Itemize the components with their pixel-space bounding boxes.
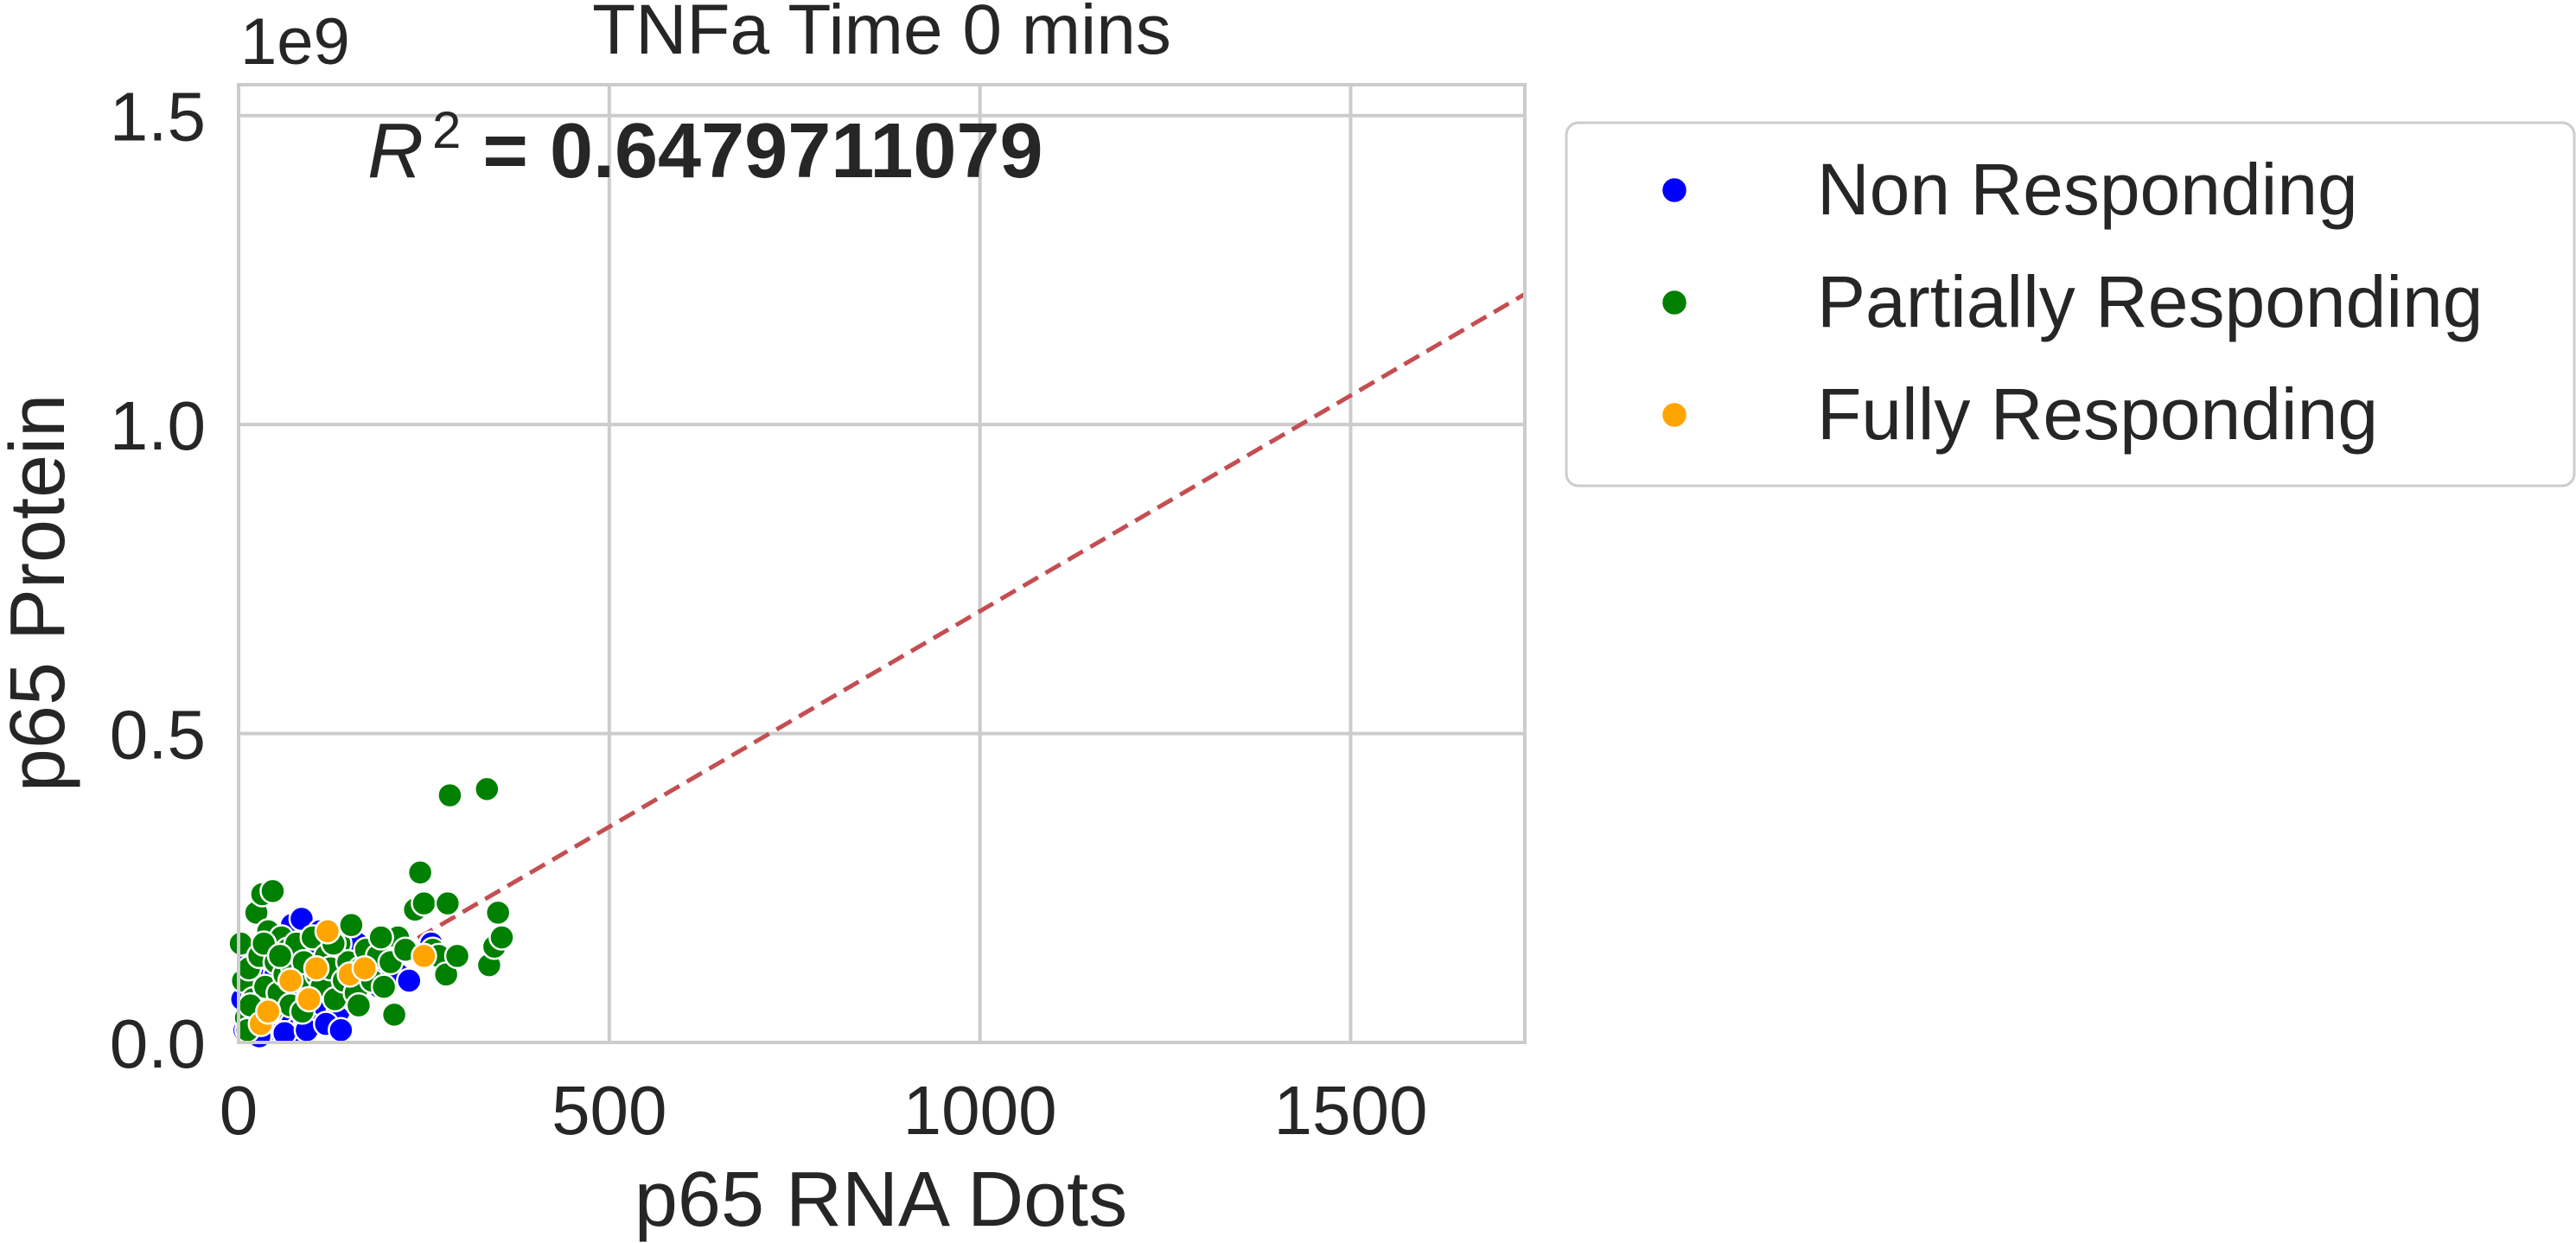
legend-marker-partially-responding — [1660, 288, 1689, 317]
point-fully-responding — [303, 954, 330, 982]
y-axis-label: p65 Protein — [0, 394, 81, 792]
r-squared-superscript: 2 — [432, 101, 461, 159]
fit-line — [237, 292, 1527, 1045]
point-partially-responding — [434, 889, 462, 917]
point-partially-responding — [437, 781, 463, 809]
point-partially-responding — [474, 775, 501, 803]
legend-label-fully-responding: Fully Responding — [1817, 373, 2378, 455]
point-partially-responding — [345, 991, 373, 1019]
point-fully-responding — [314, 918, 341, 945]
r-squared-value: = 0.6479711079 — [461, 108, 1043, 194]
point-fully-responding — [277, 967, 304, 994]
x-tick-label: 1500 — [1273, 1072, 1427, 1149]
y-offset-label: 1e9 — [240, 5, 350, 79]
point-partially-responding — [488, 924, 515, 951]
point-fully-responding — [255, 998, 282, 1025]
y-tick-label: 0.5 — [110, 697, 206, 774]
plot-frame — [237, 83, 1527, 1044]
point-partially-responding — [367, 924, 394, 951]
point-non-responding — [396, 967, 423, 994]
point-fully-responding — [351, 954, 379, 982]
point-partially-responding — [411, 889, 437, 917]
point-partially-responding — [266, 942, 294, 970]
point-fully-responding — [296, 985, 322, 1013]
legend-marker-non-responding — [1660, 175, 1689, 205]
legend-marker-fully-responding — [1660, 400, 1689, 430]
x-tick-label: 1000 — [903, 1072, 1057, 1149]
point-partially-responding — [338, 911, 365, 939]
legend-label-partially-responding: Partially Responding — [1817, 261, 2483, 342]
x-tick-label: 0 — [220, 1072, 258, 1149]
x-axis-label: p65 RNA Dots — [634, 1157, 1127, 1243]
data-points — [227, 775, 515, 1050]
point-partially-responding — [370, 973, 398, 1000]
point-partially-responding — [406, 859, 434, 886]
fit-line-layer — [237, 292, 1527, 1045]
tick-labels: 0 500 1000 1500 0.0 0.5 1.0 1.5 — [110, 79, 1428, 1149]
r-squared-prefix: R — [367, 108, 424, 194]
legend-label-non-responding: Non Responding — [1817, 149, 2358, 230]
y-tick-label: 1.0 — [110, 387, 206, 464]
point-non-responding — [328, 1017, 354, 1043]
x-tick-label: 500 — [552, 1072, 666, 1149]
y-tick-label: 1.5 — [110, 79, 206, 156]
point-partially-responding — [380, 1001, 408, 1029]
point-partially-responding — [484, 899, 512, 927]
y-tick-label: 0.0 — [110, 1005, 206, 1082]
chart-title: TNFa Time 0 mins — [592, 0, 1171, 69]
point-partially-responding — [259, 877, 286, 905]
point-fully-responding — [411, 942, 437, 970]
legend-box — [1565, 121, 2576, 488]
point-partially-responding — [443, 942, 471, 970]
legend: Non Responding Partially Responding Fully … — [1565, 121, 2576, 488]
